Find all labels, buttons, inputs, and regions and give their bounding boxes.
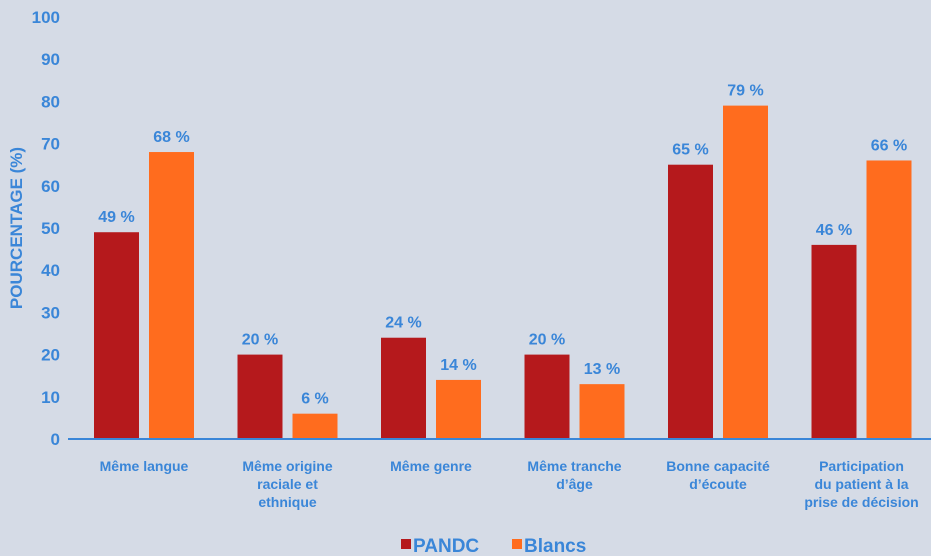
y-tick-label: 30 — [41, 303, 60, 322]
bar-pandc — [811, 244, 857, 439]
data-label: 46 % — [816, 222, 852, 239]
bar-pandc — [668, 164, 713, 439]
data-label: 14 % — [440, 357, 476, 374]
x-axis-categories: Même langue Même origine raciale et ethniqu… — [100, 458, 919, 510]
y-tick-label: 50 — [41, 219, 60, 238]
bar-pandc — [237, 354, 283, 439]
data-label: 49 % — [98, 209, 134, 226]
y-tick-label: 80 — [41, 92, 60, 111]
y-axis-label: POURCENTAGE (%) — [7, 147, 26, 309]
x-category-label: Bonne capacité d’écoute — [666, 458, 770, 492]
bar-pandc — [381, 337, 426, 439]
y-tick-label: 70 — [41, 135, 60, 154]
bar-pandc — [94, 232, 139, 439]
y-tick-label: 40 — [41, 261, 60, 280]
y-tick-label: 90 — [41, 50, 60, 69]
data-label: 20 % — [242, 332, 278, 349]
x-category-label: Même tranche d’âge — [527, 458, 621, 492]
bars: 49 % 20 % 24 % 20 % 65 % 46 % 68 % 6 % 14 % 13 % 7… — [94, 83, 912, 440]
data-label: 13 % — [584, 361, 620, 378]
data-label: 24 % — [385, 315, 421, 332]
data-label: 20 % — [529, 332, 565, 349]
y-axis-ticks: 0 10 20 30 40 50 60 70 80 90 100 — [32, 8, 60, 449]
y-tick-label: 100 — [32, 8, 60, 27]
y-tick-label: 0 — [51, 430, 60, 449]
data-label: 66 % — [871, 137, 907, 154]
x-category-label: Même origine raciale et ethnique — [242, 458, 332, 510]
bar-blancs — [436, 379, 481, 439]
bar-blancs — [149, 152, 194, 440]
data-label: 79 % — [727, 83, 763, 100]
y-tick-label: 20 — [41, 346, 60, 365]
x-category-label: Même langue — [100, 458, 189, 474]
legend-swatch — [401, 539, 411, 549]
legend-label: PANDC — [413, 536, 479, 556]
legend: PANDC Blancs — [401, 536, 586, 556]
data-label: 65 % — [672, 142, 708, 159]
x-category-label: Même genre — [390, 458, 472, 474]
data-label: 6 % — [301, 391, 329, 408]
bar-blancs — [292, 413, 338, 439]
y-tick-label: 60 — [41, 177, 60, 196]
legend-swatch — [512, 539, 522, 549]
bar-blancs — [866, 160, 912, 440]
legend-label: Blancs — [524, 536, 586, 556]
bar-pandc — [524, 354, 570, 439]
y-tick-label: 10 — [41, 388, 60, 407]
bar-blancs — [579, 384, 625, 439]
x-category-label: Participation du patient à la prise de déc… — [804, 458, 918, 510]
bar-blancs — [723, 105, 768, 440]
data-label: 68 % — [153, 129, 189, 146]
